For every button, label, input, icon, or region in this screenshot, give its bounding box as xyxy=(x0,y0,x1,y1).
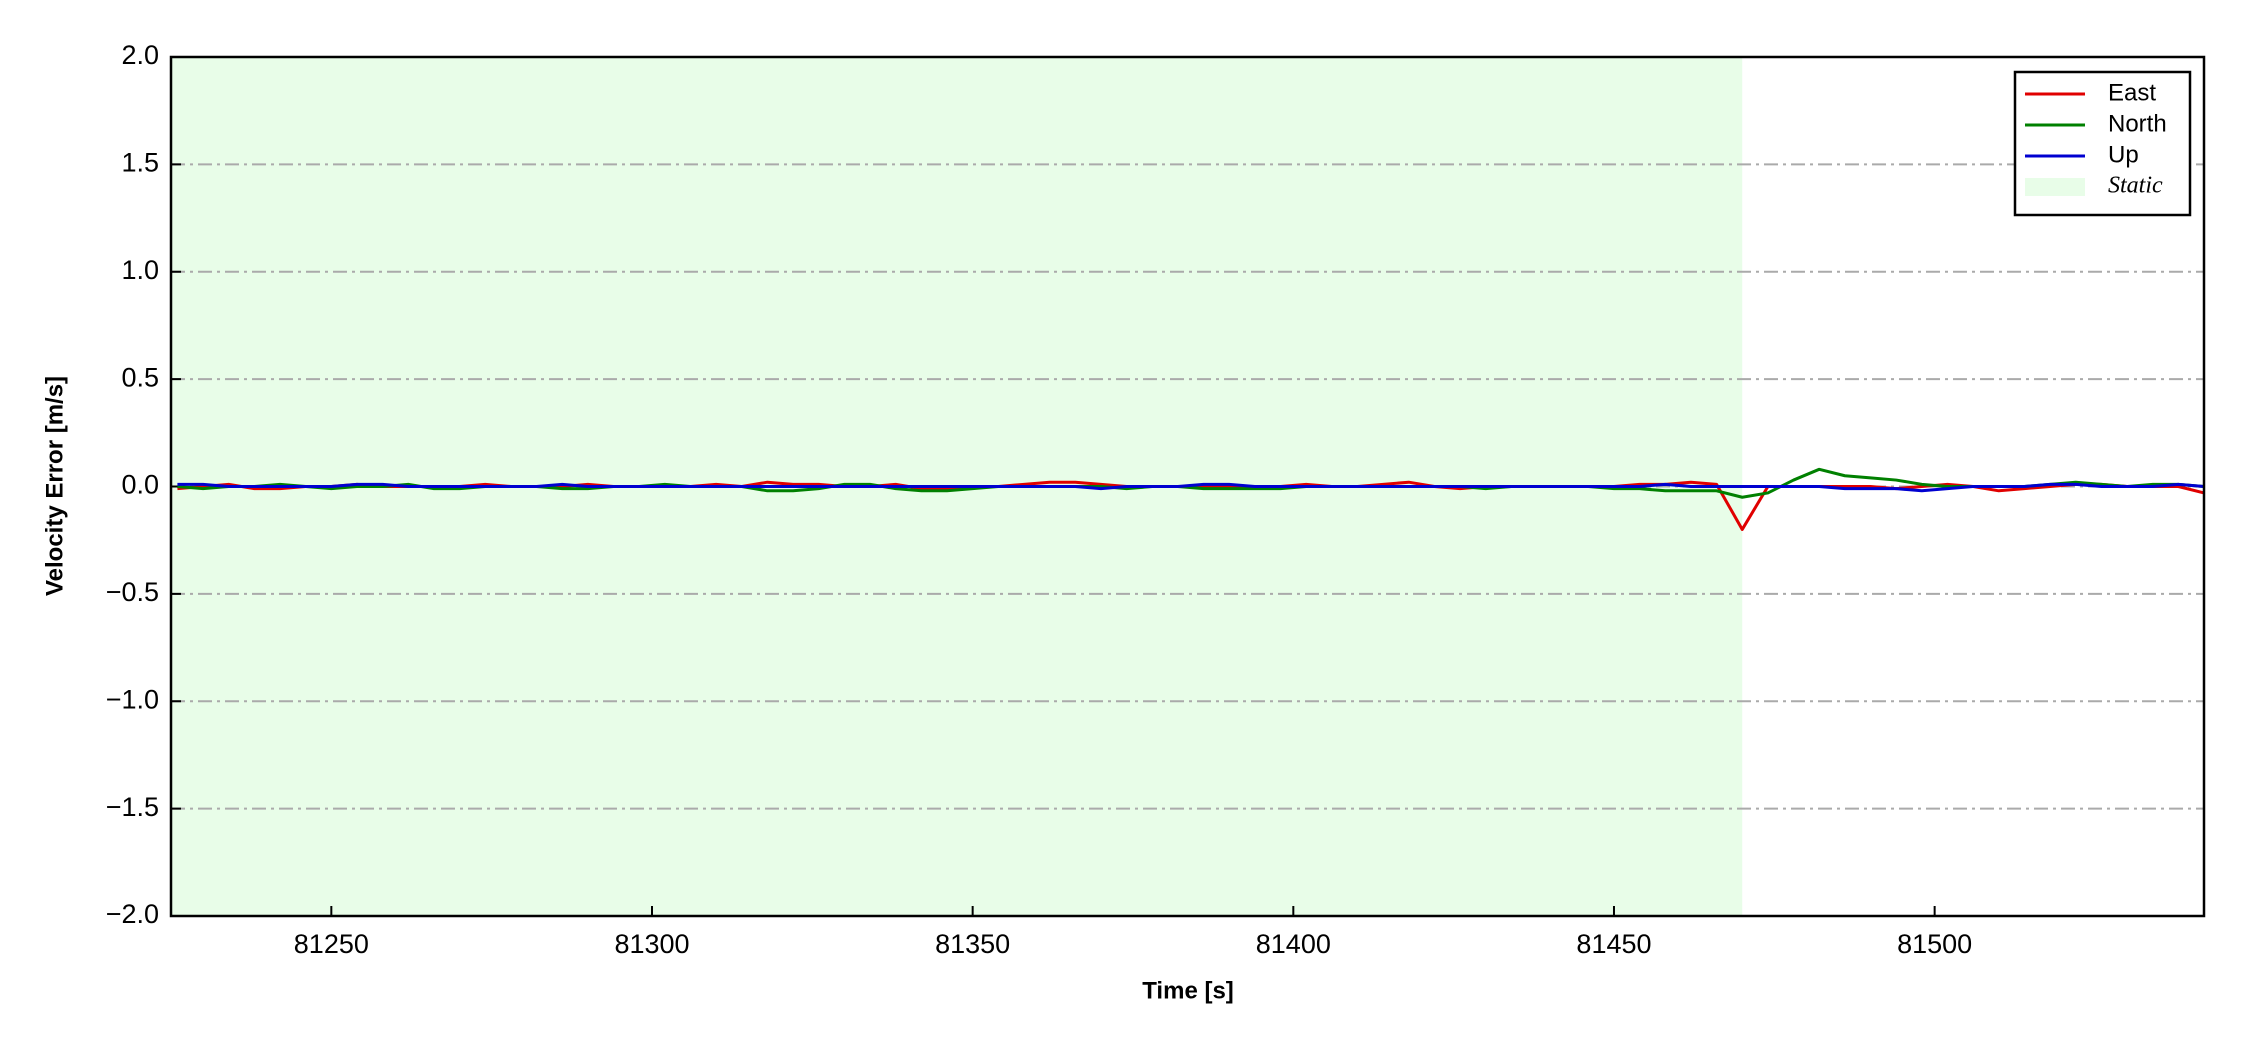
x-tick-label: 81250 xyxy=(294,929,369,959)
series-line xyxy=(177,482,2205,493)
x-tick-label: 81400 xyxy=(1256,929,1331,959)
y-tick-label: 0.0 xyxy=(121,470,159,500)
x-axis-label: Time [s] xyxy=(1142,977,1234,1004)
x-tick-label: 81500 xyxy=(1897,929,1972,959)
y-axis-label: Velocity Error [m/s] xyxy=(41,376,68,596)
plot-frame xyxy=(169,55,2206,918)
y-tick-label: −1.0 xyxy=(106,684,159,714)
legend-label: Static xyxy=(2108,173,2163,199)
y-tick-label: −1.5 xyxy=(106,792,159,822)
x-tick-label: 81450 xyxy=(1576,929,1651,959)
legend-label: East xyxy=(2108,79,2156,106)
y-tick-label: 1.5 xyxy=(121,148,159,178)
y-tick-label: 1.0 xyxy=(121,255,159,285)
legend-label: Up xyxy=(2108,141,2139,168)
legend-swatch xyxy=(2025,178,2085,196)
y-tick-label: −2.0 xyxy=(106,899,159,929)
y-tick-label: 0.5 xyxy=(121,362,159,392)
legend-label: North xyxy=(2108,110,2167,137)
x-tick-label: 81300 xyxy=(614,929,689,959)
y-tick-label: 2.0 xyxy=(121,40,159,70)
x-tick-label: 81350 xyxy=(935,929,1010,959)
y-tick-label: −0.5 xyxy=(106,577,159,607)
